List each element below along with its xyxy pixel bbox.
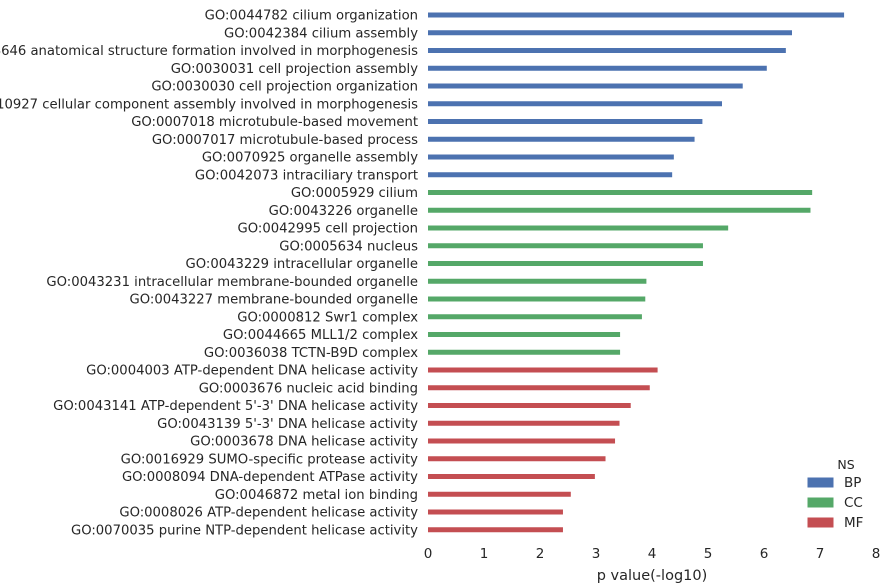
bar-bp: [428, 12, 845, 18]
bar-cc: [428, 207, 811, 213]
category-label: GO:0016929 SUMO-specific protease activi…: [121, 452, 419, 467]
bar-cc: [428, 332, 621, 337]
bar-cc: [428, 296, 646, 302]
bar-cc: [428, 314, 642, 320]
bar-bp: [428, 172, 673, 178]
legend-label-mf: MF: [844, 515, 863, 531]
x-tick-label: 6: [760, 546, 769, 562]
bar-cc: [428, 349, 621, 355]
bar-bp: [428, 154, 674, 160]
x-tick-label: 1: [480, 546, 489, 562]
bar-mf: [428, 474, 595, 479]
bar-cc: [428, 243, 703, 249]
bar-bp: [428, 65, 767, 71]
bars-group: [428, 12, 845, 533]
category-label: GO:0048646 anatomical structure formatio…: [0, 44, 418, 59]
category-label: GO:0005929 cilium: [291, 186, 418, 201]
legend-label-cc: CC: [844, 495, 863, 511]
legend-title: NS: [837, 457, 854, 472]
legend: NS BP CC MF: [806, 457, 863, 531]
category-label: GO:0010927 cellular component assembly i…: [0, 97, 418, 112]
bar-cc: [428, 190, 813, 195]
category-label: GO:0007018 microtubule-based movement: [131, 115, 418, 130]
bar-mf: [428, 420, 620, 426]
x-tick-label: 4: [648, 546, 657, 562]
bar-cc: [428, 278, 647, 284]
x-axis-title: p value(-log10): [597, 568, 708, 584]
category-label: GO:0044665 MLL1/2 complex: [223, 328, 418, 343]
legend-swatch-mf: [806, 516, 835, 529]
category-label: GO:0043231 intracellular membrane-bounde…: [46, 275, 418, 290]
category-label: GO:0004003 ATP-dependent DNA helicase ac…: [86, 364, 418, 379]
category-label: GO:0043229 intracellular organelle: [186, 257, 418, 272]
category-label: GO:0042073 intraciliary transport: [195, 168, 418, 183]
legend-swatch-cc: [806, 496, 835, 509]
bar-mf: [428, 509, 563, 515]
category-label: GO:0043141 ATP-dependent 5'-3' DNA helic…: [53, 399, 418, 414]
legend-label-bp: BP: [844, 475, 861, 491]
bar-bp: [428, 30, 792, 36]
category-label: GO:0003678 DNA helicase activity: [190, 435, 418, 450]
category-label: GO:0003676 nucleic acid binding: [199, 381, 418, 396]
category-label: GO:0007017 microtubule-based process: [152, 133, 418, 148]
category-label: GO:0043226 organelle: [269, 204, 418, 219]
bar-mf: [428, 491, 571, 497]
bar-mf: [428, 367, 658, 373]
bar-bp: [428, 83, 743, 89]
x-tick-label: 7: [816, 546, 825, 562]
bar-bp: [428, 136, 695, 142]
category-label: GO:0070925 organelle assembly: [202, 151, 418, 166]
category-label: GO:0044782 cilium organization: [205, 9, 418, 24]
category-labels-group: GO:0044782 cilium organization GO:0042384…: [0, 9, 418, 539]
x-axis-ticks-group: 0 1 2 3 4 5 6 7 8: [424, 546, 881, 562]
category-label: GO:0008094 DNA-dependent ATPase activity: [122, 470, 418, 485]
bar-bp: [428, 101, 722, 107]
category-label: GO:0036038 TCTN-B9D complex: [204, 346, 418, 361]
category-label: GO:0030031 cell projection assembly: [171, 62, 418, 77]
legend-swatch-bp: [806, 476, 835, 489]
bar-cc: [428, 225, 729, 231]
category-label: GO:0046872 metal ion binding: [215, 488, 418, 503]
category-label: GO:0043139 5'-3' DNA helicase activity: [157, 417, 418, 432]
bar-mf: [428, 403, 631, 408]
category-label: GO:0042384 cilium assembly: [224, 26, 418, 41]
category-label: GO:0070035 purine NTP-dependent helicase…: [71, 523, 418, 538]
bar-bp: [428, 48, 786, 53]
bar-mf: [428, 385, 650, 391]
bar-bp: [428, 119, 703, 124]
category-label: GO:0008026 ATP-dependent helicase activi…: [119, 506, 418, 521]
category-label: GO:0005634 nucleus: [279, 239, 418, 254]
category-label: GO:0043227 membrane-bounded organelle: [130, 293, 418, 308]
x-tick-label: 0: [424, 546, 433, 562]
bar-mf: [428, 527, 563, 533]
category-label: GO:0030030 cell projection organization: [151, 80, 418, 95]
bar-mf: [428, 438, 616, 444]
category-label: GO:0042995 cell projection: [238, 222, 418, 237]
x-tick-label: 2: [536, 546, 545, 562]
bar-mf: [428, 456, 606, 462]
category-label: GO:0000812 Swr1 complex: [237, 310, 418, 325]
x-tick-label: 5: [704, 546, 713, 562]
x-tick-label: 3: [592, 546, 601, 562]
bar-cc: [428, 261, 703, 266]
x-tick-label: 8: [872, 546, 881, 562]
